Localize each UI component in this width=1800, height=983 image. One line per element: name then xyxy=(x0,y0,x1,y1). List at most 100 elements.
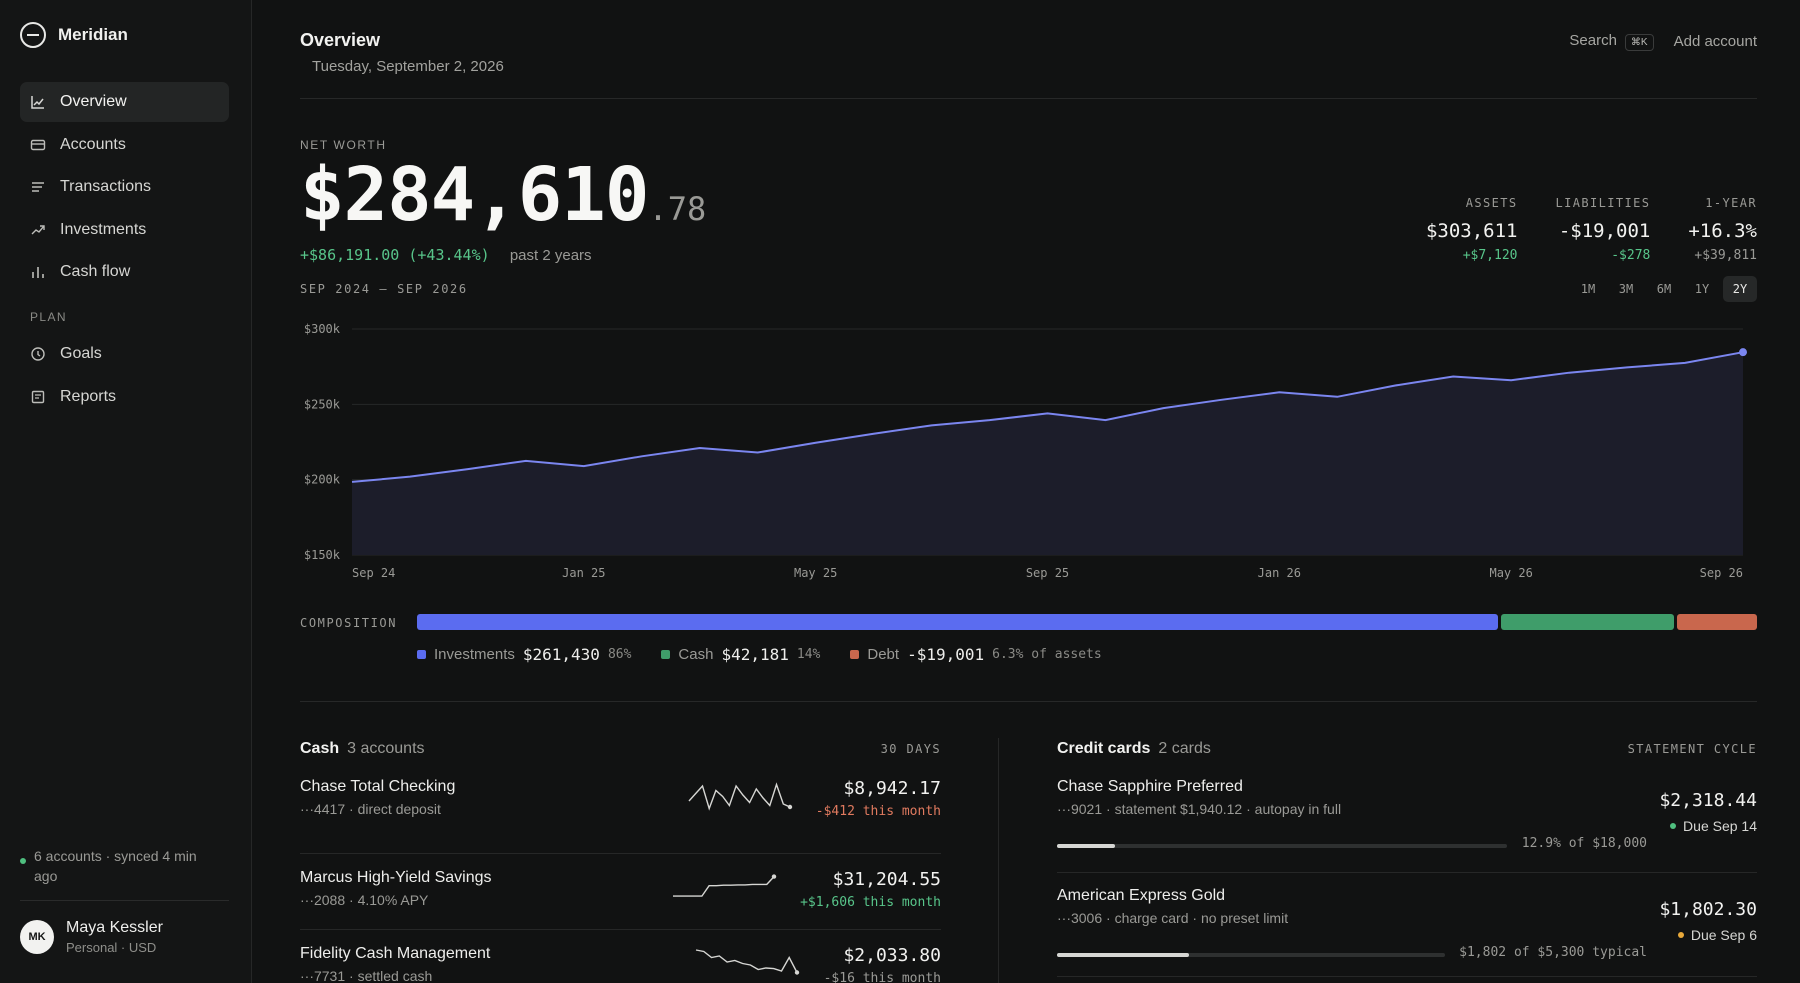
legend-pct: 86% xyxy=(607,647,632,662)
credit-count: 2 cards xyxy=(1158,740,1211,757)
legend-value: $42,181 xyxy=(721,645,789,664)
card-sub: ···3006 · charge card · no preset limit xyxy=(1057,910,1289,926)
legend-name: Investments xyxy=(434,646,515,663)
x-tick-label: Sep 24 xyxy=(352,566,395,580)
x-tick-label: Sep 25 xyxy=(1026,566,1069,580)
legend-investments: Investments $261,430 86% xyxy=(417,645,631,664)
sidebar-item-goals[interactable]: Goals xyxy=(20,334,229,374)
period-6m[interactable]: 6M xyxy=(1656,282,1672,296)
x-tick-label: Sep 26 xyxy=(1700,566,1743,580)
period-3m[interactable]: 3M xyxy=(1618,282,1634,296)
series-line xyxy=(351,351,1744,483)
period-2y[interactable]: 2Y xyxy=(1723,276,1757,302)
due-status-icon xyxy=(1670,823,1677,829)
y-tick-label: $300k xyxy=(304,322,341,336)
account-amount: $2,033.80 xyxy=(843,945,941,966)
stat-liabilities: LIABILITIES -$19,001 -$278 xyxy=(1555,196,1650,263)
sync-status: 6 accounts · synced 4 min ago xyxy=(20,846,220,886)
sync-dot-icon xyxy=(20,858,26,864)
avatar: MK xyxy=(20,920,54,954)
card-due: Due Sep 6 xyxy=(1677,927,1757,943)
sparkline-savings xyxy=(673,874,777,897)
legend-value: -$19,001 xyxy=(907,645,985,664)
section-divider xyxy=(300,701,1757,702)
legend-pct: 6.3% of assets xyxy=(992,647,1102,662)
credit-title: Credit cards 2 cards xyxy=(1057,740,1211,758)
composition-segment-cash xyxy=(1501,614,1674,630)
net-worth-change-period: past 2 years xyxy=(509,247,592,264)
stat-assets: ASSETS $303,611 +$7,120 xyxy=(1426,196,1518,263)
card-name: American Express Gold xyxy=(1057,887,1226,904)
card-progress xyxy=(1057,953,1445,957)
stat-value: -$19,001 xyxy=(1558,220,1651,242)
sparkline-end-point xyxy=(787,804,793,810)
sidebar-item-label: Accounts xyxy=(60,135,126,153)
card-icon xyxy=(30,139,46,150)
list-item[interactable]: Marcus High-Yield Savings ···2088 · 4.10… xyxy=(300,854,941,930)
list-icon xyxy=(32,182,44,192)
x-tick-label: Jan 25 xyxy=(562,566,605,580)
stat-delta: +$39,811 xyxy=(1694,248,1757,263)
stat-label: 1-YEAR xyxy=(1705,196,1757,210)
card-progress-fill xyxy=(1057,844,1116,848)
legend-swatch xyxy=(417,650,426,659)
sidebar-item-overview[interactable]: Overview xyxy=(20,82,229,122)
composition-label: COMPOSITION xyxy=(300,616,398,630)
sparkline-end-point xyxy=(794,970,800,975)
header-divider xyxy=(300,98,1757,99)
sidebar-item-reports[interactable]: Reports xyxy=(20,377,229,417)
sidebar-item-label: Goals xyxy=(60,345,102,362)
card-due: Due Sep 14 xyxy=(1670,818,1757,834)
legend-pct: 14% xyxy=(796,647,821,662)
stat-delta: +$7,120 xyxy=(1462,248,1518,263)
sidebar-item-transactions[interactable]: Transactions xyxy=(20,167,229,207)
net-worth-change: +$86,191.00 (+43.44%) past 2 years xyxy=(300,246,592,264)
bar-chart-icon xyxy=(32,267,44,278)
sidebar-item-accounts[interactable]: Accounts xyxy=(20,125,229,165)
legend-swatch xyxy=(661,650,671,659)
period-1m[interactable]: 1M xyxy=(1580,282,1596,296)
user-name: Maya Kessler xyxy=(66,919,163,936)
sidebar-item-investments[interactable]: Investments xyxy=(20,210,229,250)
summary-stats: ASSETS $303,611 +$7,120 LIABILITIES -$19… xyxy=(1426,196,1757,263)
account-amount: $31,204.55 xyxy=(832,869,941,890)
y-tick-label: $200k xyxy=(304,473,341,487)
card-due-text: Due Sep 6 xyxy=(1690,927,1757,943)
sidebar-divider xyxy=(20,900,229,901)
net-worth-label: NET WORTH xyxy=(300,138,387,152)
search-button[interactable]: Search ⌘K xyxy=(1569,32,1654,51)
sidebar-item-cash-flow[interactable]: Cash flow xyxy=(20,252,229,292)
account-sub: ···2088 · 4.10% APY xyxy=(300,892,429,908)
credit-cards-panel: Credit cards 2 cards STATEMENT CYCLE Chas… xyxy=(1057,740,1757,977)
credit-cycle-label: STATEMENT CYCLE xyxy=(1627,742,1757,756)
brand[interactable]: Meridian xyxy=(20,22,128,48)
legend-swatch xyxy=(850,650,860,659)
period-selector: 1M 3M 6M 1Y 2Y xyxy=(1571,276,1757,302)
cash-period-label: 30 DAYS xyxy=(880,742,941,756)
nav-section-plan: PLAN xyxy=(30,310,67,324)
account-amount: $8,942.17 xyxy=(843,778,941,799)
composition-bar xyxy=(417,614,1757,630)
sparkline-path xyxy=(695,949,798,973)
stat-value: $303,611 xyxy=(1425,220,1518,242)
sidebar-item-label: Investments xyxy=(60,220,147,238)
search-shortcut: ⌘K xyxy=(1624,34,1654,51)
x-tick-label: May 26 xyxy=(1489,566,1532,580)
legend-name: Cash xyxy=(678,646,714,663)
sidebar-item-label: Cash flow xyxy=(60,263,131,280)
y-tick-label: $150k xyxy=(304,548,341,562)
account-sub: ···7731 · settled cash xyxy=(300,968,433,983)
period-1y[interactable]: 1Y xyxy=(1694,282,1710,296)
net-worth-chart[interactable]: $300k $250k $200k $150k Sep 24 Jan 25 May 25 Se… xyxy=(300,318,1757,588)
due-status-icon xyxy=(1677,932,1684,938)
add-account-button[interactable]: Add account xyxy=(1673,33,1757,50)
brand-name: Meridian xyxy=(58,25,128,44)
list-item[interactable]: American Express Gold ···3006 · charge c… xyxy=(1057,873,1757,977)
card-balance: $1,802.30 xyxy=(1659,899,1757,920)
list-item[interactable]: Fidelity Cash Management ···7731 · settl… xyxy=(300,930,941,983)
net-worth-cents: .78 xyxy=(648,190,707,228)
list-item[interactable]: Chase Sapphire Preferred ···9021 · state… xyxy=(1057,778,1757,873)
user-menu[interactable]: MK Maya Kessler Personal · USD xyxy=(20,919,163,955)
legend-value: $261,430 xyxy=(522,645,600,664)
list-item[interactable]: Chase Total Checking ···4417 · direct de… xyxy=(300,778,941,854)
